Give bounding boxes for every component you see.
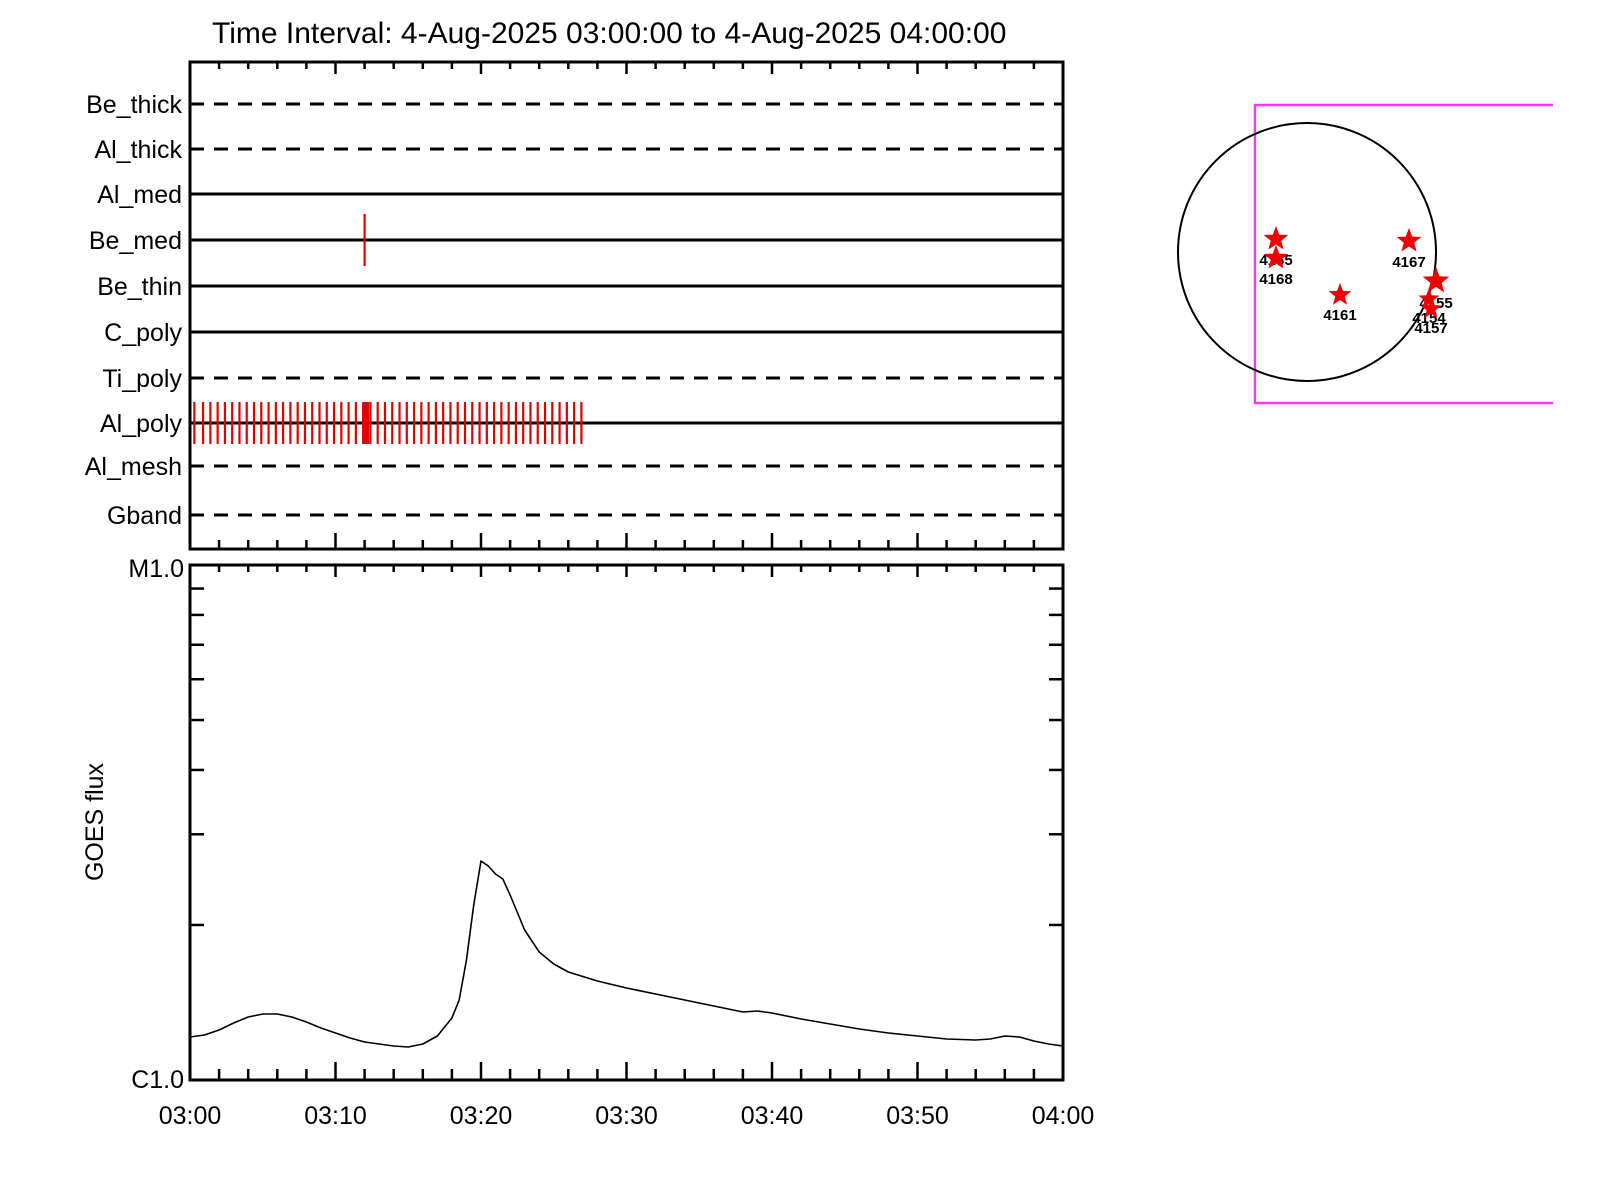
- page-title: Time Interval: 4-Aug-2025 03:00:00 to 4-…: [212, 17, 1006, 50]
- timeline-label-al_med: Al_med: [97, 181, 182, 209]
- active-region-star-4167: [1396, 228, 1422, 252]
- timeline-label-be_med: Be_med: [89, 227, 182, 255]
- flux-ytick-label-max: M1.0: [128, 555, 184, 583]
- active-region-star-4168: [1263, 245, 1289, 269]
- field-of-view-box: [1253, 103, 1553, 405]
- active-region-label-4161: 4161: [1323, 307, 1356, 324]
- active-region-star-4165: [1263, 226, 1289, 250]
- flux-y-ticks: [190, 587, 1063, 927]
- flux-xtick-label: 03:40: [741, 1102, 804, 1130]
- timeline-label-be_thick: Be_thick: [86, 91, 182, 119]
- timeline-label-gband: Gband: [107, 502, 182, 530]
- active-region-star-4157: [1420, 298, 1442, 318]
- flux-xtick-label: 03:50: [886, 1102, 949, 1130]
- active-region-star-4154: [1418, 288, 1440, 308]
- filter-timeline-panel: Be_thick Al_thick Al_med Be_med Be_thin C_pol…: [85, 60, 1065, 551]
- flux-x-tick-labels: 03:00 03:10 03:20 03:30 03:40 03:50 04:00: [159, 1102, 1095, 1130]
- timeline-label-be_thin: Be_thin: [97, 273, 182, 301]
- active-region-star-4161: [1328, 283, 1352, 305]
- solar-disk-panel: 4165416841674155415441574161: [1177, 103, 1553, 405]
- timeline-label-c_poly: C_poly: [104, 319, 182, 347]
- flux-frame: [188, 563, 1065, 1082]
- flux-xtick-label: 03:10: [304, 1102, 367, 1130]
- active-region-label-4168: 4168: [1259, 271, 1292, 288]
- flux-axis-label: GOES flux: [81, 762, 109, 881]
- active-region-label-4154: 4154: [1412, 310, 1446, 327]
- active-region-label-4167: 4167: [1392, 254, 1425, 271]
- timeline-label-al_mesh: Al_mesh: [85, 453, 182, 481]
- timeline-label-ti_poly: Ti_poly: [102, 365, 182, 393]
- active-region-label-4157: 4157: [1414, 320, 1447, 337]
- solar-limb-circle: [1177, 122, 1437, 382]
- observation-markers: [193, 214, 583, 444]
- flux-xtick-label: 04:00: [1032, 1102, 1095, 1130]
- flux-ytick-label-min: C1.0: [131, 1066, 184, 1094]
- timeline-label-al_poly: Al_poly: [100, 410, 182, 438]
- flux-xtick-label: 03:30: [595, 1102, 658, 1130]
- timeline-frame: [188, 60, 1065, 551]
- active-region-star-4155: [1422, 267, 1450, 293]
- goes-flux-curve: [189, 860, 1064, 1048]
- goes-flux-panel: 03:00 03:10 03:20 03:30 03:40 03:50 04:00 M1.0…: [81, 555, 1094, 1130]
- flux-xtick-label: 03:20: [450, 1102, 513, 1130]
- flux-x-ticks: [217, 565, 1036, 1080]
- timeline-rows: [190, 102, 1063, 517]
- flux-xtick-label: 03:00: [159, 1102, 222, 1130]
- timeline-row-labels: Be_thick Al_thick Al_med Be_med Be_thin C_pol…: [85, 91, 183, 530]
- active-region-markers: 4165416841674155415441574161: [1259, 226, 1453, 337]
- timeline-label-al_thick: Al_thick: [94, 136, 182, 164]
- timeline-axis-ticks: [217, 62, 1036, 549]
